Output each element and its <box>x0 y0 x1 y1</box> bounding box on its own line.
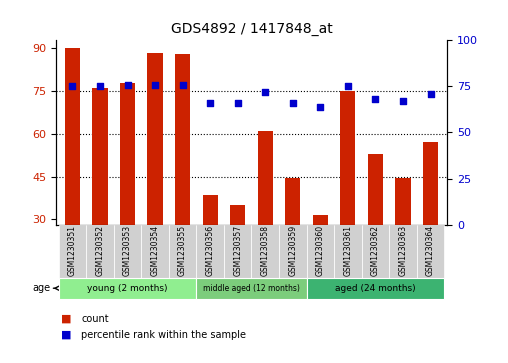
Text: GSM1230364: GSM1230364 <box>426 225 435 276</box>
Bar <box>423 142 438 225</box>
Text: GSM1230353: GSM1230353 <box>123 225 132 276</box>
Bar <box>65 49 80 225</box>
Point <box>234 100 242 106</box>
Bar <box>203 195 218 225</box>
Point <box>151 82 159 88</box>
Text: GSM1230357: GSM1230357 <box>233 225 242 276</box>
Point <box>371 96 379 102</box>
Point <box>206 100 214 106</box>
Text: ■: ■ <box>61 314 72 324</box>
Text: middle aged (12 months): middle aged (12 months) <box>203 284 300 293</box>
Bar <box>258 131 273 225</box>
Text: GSM1230351: GSM1230351 <box>68 225 77 276</box>
Bar <box>92 88 108 225</box>
Text: GSM1230358: GSM1230358 <box>261 225 270 276</box>
Text: count: count <box>81 314 109 324</box>
Text: GSM1230360: GSM1230360 <box>316 225 325 276</box>
Point <box>344 83 352 89</box>
Text: GSM1230359: GSM1230359 <box>288 225 297 276</box>
Bar <box>368 154 383 225</box>
Text: percentile rank within the sample: percentile rank within the sample <box>81 330 246 340</box>
Point <box>316 104 325 110</box>
Text: aged (24 months): aged (24 months) <box>335 284 416 293</box>
Bar <box>285 178 300 225</box>
Title: GDS4892 / 1417848_at: GDS4892 / 1417848_at <box>171 22 332 36</box>
Text: young (2 months): young (2 months) <box>87 284 168 293</box>
Bar <box>340 91 356 225</box>
Bar <box>313 215 328 225</box>
Point <box>123 82 132 88</box>
Text: age: age <box>33 283 51 293</box>
Point <box>289 100 297 106</box>
Point <box>399 98 407 104</box>
Text: GSM1230352: GSM1230352 <box>96 225 105 276</box>
Text: ■: ■ <box>61 330 72 340</box>
Text: GSM1230363: GSM1230363 <box>398 225 407 276</box>
Point <box>178 82 186 88</box>
Bar <box>230 205 245 225</box>
Text: GSM1230355: GSM1230355 <box>178 225 187 276</box>
Point <box>261 89 269 95</box>
Bar <box>175 54 190 225</box>
Text: GSM1230362: GSM1230362 <box>371 225 380 276</box>
Bar <box>120 83 135 225</box>
Bar <box>147 53 163 225</box>
Point <box>69 83 77 89</box>
Point <box>96 83 104 89</box>
Text: GSM1230354: GSM1230354 <box>150 225 160 276</box>
Text: GSM1230356: GSM1230356 <box>206 225 215 276</box>
Point <box>426 91 434 97</box>
Text: GSM1230361: GSM1230361 <box>343 225 353 276</box>
Bar <box>395 178 410 225</box>
